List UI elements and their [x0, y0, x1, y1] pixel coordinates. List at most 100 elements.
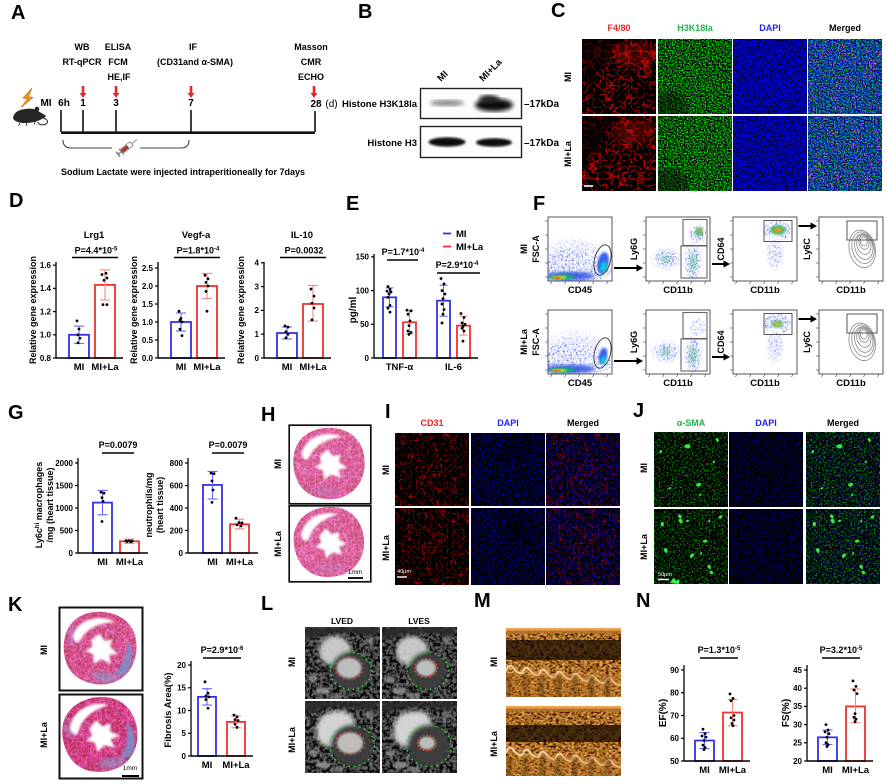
svg-text:Lrg1: Lrg1: [84, 230, 105, 241]
svg-text:D: D: [9, 190, 23, 212]
svg-text:50: 50: [670, 757, 679, 766]
svg-text:LVED: LVED: [331, 616, 353, 626]
svg-text:0: 0: [182, 752, 187, 761]
svg-text:100: 100: [356, 286, 370, 295]
svg-text:MI+La: MI+La: [299, 362, 327, 373]
svg-text:MI+La: MI+La: [489, 730, 499, 757]
svg-text:1500: 1500: [55, 481, 73, 490]
svg-text:30: 30: [793, 720, 802, 729]
svg-text:60: 60: [670, 734, 679, 743]
svg-text:1.5: 1.5: [142, 300, 154, 309]
svg-text:C: C: [551, 0, 565, 22]
svg-text:P=2.9*10-4: P=2.9*10-4: [436, 260, 479, 270]
svg-text:2000: 2000: [55, 459, 73, 468]
svg-text:α-SMA: α-SMA: [677, 418, 706, 428]
svg-text:Relative gene expression: Relative gene expression: [236, 256, 246, 364]
svg-text:1: 1: [80, 98, 86, 109]
svg-text:P=1.3*10-5: P=1.3*10-5: [698, 645, 741, 655]
svg-text:MI+La: MI+La: [456, 242, 484, 253]
svg-text:50µm: 50µm: [658, 572, 672, 578]
svg-text:WB: WB: [75, 42, 90, 52]
svg-text:Vegf-a: Vegf-a: [182, 230, 211, 241]
svg-text:P=1.8*10-4: P=1.8*10-4: [177, 246, 220, 256]
svg-text:5: 5: [182, 729, 187, 738]
svg-text:MI: MI: [699, 765, 710, 776]
svg-text:35: 35: [793, 702, 802, 711]
svg-text:CD11b: CD11b: [750, 285, 780, 296]
svg-text:MI+La: MI+La: [226, 557, 254, 568]
svg-text:20: 20: [177, 661, 186, 670]
svg-text:–17kDa: –17kDa: [524, 138, 559, 149]
svg-text:P=2.9*10-6: P=2.9*10-6: [201, 645, 244, 655]
svg-text:CD45: CD45: [568, 378, 593, 389]
svg-text:MI: MI: [202, 760, 213, 771]
svg-text:0.0: 0.0: [142, 354, 154, 363]
svg-text:N: N: [636, 590, 650, 612]
svg-text:P=0.0079: P=0.0079: [99, 440, 138, 450]
svg-text:P=0.0079: P=0.0079: [209, 440, 248, 450]
svg-text:MI+La: MI+La: [639, 533, 649, 560]
svg-text:–17kDa: –17kDa: [524, 99, 559, 110]
svg-text:CMR: CMR: [301, 57, 322, 67]
svg-text:1mm: 1mm: [348, 569, 362, 576]
svg-text:F: F: [533, 193, 545, 215]
svg-text:3: 3: [113, 98, 119, 109]
svg-text:150: 150: [356, 253, 370, 262]
svg-text:Ly6G: Ly6G: [629, 331, 639, 353]
svg-text:0.5: 0.5: [142, 336, 154, 345]
svg-text:70: 70: [670, 711, 679, 720]
svg-text:pg/ml: pg/ml: [348, 296, 359, 323]
svg-text:ELISA: ELISA: [105, 42, 132, 52]
svg-text:FSC-A: FSC-A: [531, 328, 541, 356]
svg-text:P=4.4*10-5: P=4.4*10-5: [75, 246, 118, 256]
svg-text:50: 50: [360, 320, 369, 329]
svg-text:6h: 6h: [58, 98, 70, 109]
svg-text:J: J: [633, 400, 644, 422]
svg-text:80: 80: [670, 689, 679, 698]
svg-text:4: 4: [255, 259, 260, 268]
svg-text:F4/80: F4/80: [607, 23, 630, 33]
svg-text:(heart tissue): (heart tissue): [155, 477, 165, 534]
svg-text:MI+La: MI+La: [91, 362, 119, 373]
svg-text:25: 25: [793, 739, 802, 748]
svg-text:H3K18la: H3K18la: [677, 23, 714, 33]
svg-text:(CD31and α-SMA): (CD31and α-SMA): [157, 57, 233, 67]
svg-text:Ly6C: Ly6C: [802, 331, 812, 353]
svg-text:L: L: [261, 593, 273, 615]
svg-text:0: 0: [179, 549, 184, 558]
svg-text:MI: MI: [519, 244, 529, 254]
svg-text:MI+La: MI+La: [842, 765, 870, 776]
svg-text:CD11b: CD11b: [663, 285, 693, 296]
svg-text:IF: IF: [189, 42, 198, 52]
svg-text:MI: MI: [207, 557, 218, 568]
svg-text:3: 3: [255, 282, 260, 291]
svg-text:IL-10: IL-10: [291, 230, 313, 241]
svg-text:/mg (heart tissue): /mg (heart tissue): [45, 467, 55, 542]
svg-text:MI+La: MI+La: [116, 557, 144, 568]
svg-text:I: I: [385, 401, 391, 423]
svg-text:MI+La: MI+La: [39, 721, 49, 748]
svg-text:HE,IF: HE,IF: [107, 72, 131, 82]
svg-text:2.5: 2.5: [142, 264, 154, 273]
svg-text:CD31: CD31: [420, 418, 443, 428]
svg-text:A: A: [11, 2, 25, 24]
svg-text:0: 0: [365, 354, 370, 363]
svg-text:90: 90: [670, 666, 679, 675]
svg-text:1.2: 1.2: [40, 307, 52, 316]
svg-text:MI+La: MI+La: [193, 362, 221, 373]
svg-text:MI: MI: [40, 98, 51, 109]
svg-text:MI+La: MI+La: [563, 140, 573, 167]
svg-text:MI: MI: [287, 657, 297, 667]
svg-text:Ly6chi macrophages: Ly6chi macrophages: [34, 462, 44, 549]
svg-text:Histone H3K18la: Histone H3K18la: [342, 99, 418, 110]
svg-text:neutrophils/mg: neutrophils/mg: [144, 473, 154, 538]
svg-text:CD11b: CD11b: [836, 378, 866, 389]
svg-text:MI: MI: [176, 362, 187, 373]
svg-text:800: 800: [170, 459, 184, 468]
svg-text:45: 45: [793, 666, 802, 675]
svg-text:ECHO: ECHO: [298, 72, 324, 82]
svg-text:MI: MI: [273, 459, 283, 469]
svg-text:MI+La: MI+La: [519, 328, 529, 355]
svg-text:Merged: Merged: [827, 418, 859, 428]
svg-text:2: 2: [255, 306, 260, 315]
